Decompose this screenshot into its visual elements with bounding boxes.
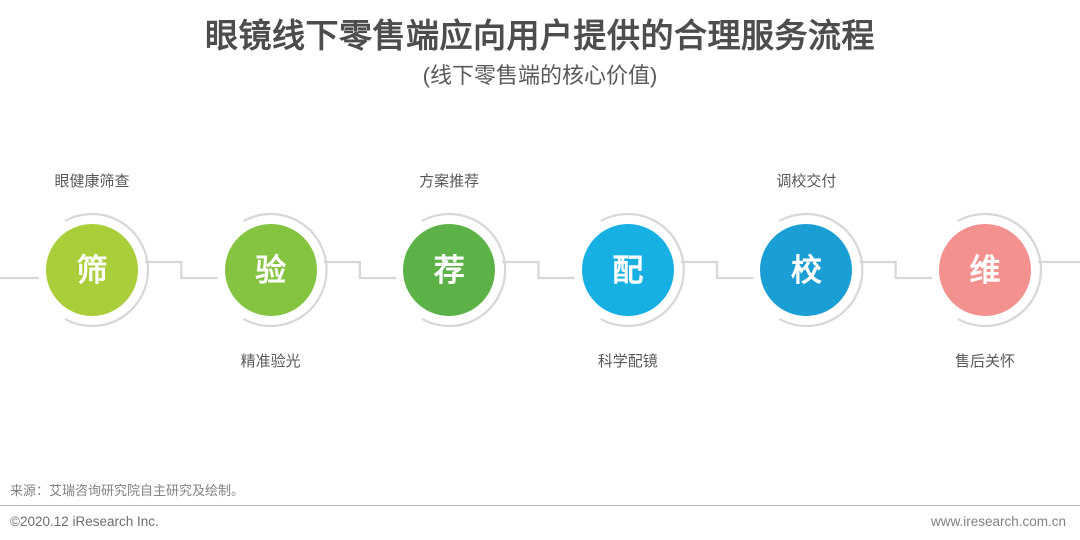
node-ring-arc — [64, 212, 150, 328]
flow-connector — [323, 260, 397, 280]
service-flow-diagram: 筛 眼健康筛查验精准验光 荐 方案推荐配科学配镜 校 调校交付维售后关怀 — [0, 150, 1080, 400]
flow-node-char: 验 — [255, 252, 287, 288]
node-ring-arc — [779, 212, 864, 328]
node-ring-arc — [421, 212, 507, 328]
flow-node-label-2: 精准验光 — [240, 353, 301, 370]
node-ring-arc — [957, 212, 1043, 328]
source-note: 来源：艾瑞咨询研究院自主研究及绘制。 — [10, 483, 245, 498]
flow-node-label-5: 调校交付 — [776, 173, 837, 190]
page-subtitle: (线下零售端的核心价值) — [422, 63, 658, 88]
flow-connector-graphics — [0, 212, 1080, 328]
flow-node-char: 配 — [612, 252, 644, 288]
node-ring-arc — [243, 212, 328, 328]
footer-bar: ©2020.12 iResearch Inc. www.iresearch.co… — [0, 508, 1080, 540]
flow-node-2[interactable]: 验 — [224, 224, 317, 316]
flow-node-char: 校 — [790, 252, 822, 288]
flow-node-char: 筛 — [76, 252, 108, 288]
flow-node-label-1: 眼健康筛查 — [54, 173, 130, 190]
flow-node-char: 荐 — [433, 252, 465, 288]
flow-connector — [144, 260, 218, 280]
flow-node-char: 维 — [969, 252, 1001, 288]
flow-node-4[interactable]: 配 — [581, 224, 674, 316]
flow-node-5[interactable]: 校 — [760, 224, 853, 316]
website-link[interactable]: www.iresearch.com.cn — [930, 514, 1066, 529]
copyright-text: ©2020.12 iResearch Inc. — [10, 514, 159, 529]
flow-node-label-3: 方案推荐 — [419, 173, 480, 190]
flow-connector — [859, 260, 933, 280]
title-block: 眼镜线下零售端应向用户提供的合理服务流程 (线下零售端的核心价值) — [0, 14, 1080, 92]
flow-node-3[interactable]: 荐 — [403, 224, 496, 316]
flow-node-6[interactable]: 维 — [939, 224, 1031, 316]
flow-node-label-4: 科学配镜 — [597, 353, 658, 370]
page-title: 眼镜线下零售端应向用户提供的合理服务流程 — [205, 17, 875, 54]
flow-connector — [680, 260, 754, 280]
node-ring-arc — [600, 212, 685, 328]
flow-node-1[interactable]: 筛 — [46, 224, 138, 316]
footer-divider — [0, 505, 1080, 506]
flow-connector — [502, 260, 575, 280]
flow-node-label-6: 售后关怀 — [954, 353, 1015, 370]
